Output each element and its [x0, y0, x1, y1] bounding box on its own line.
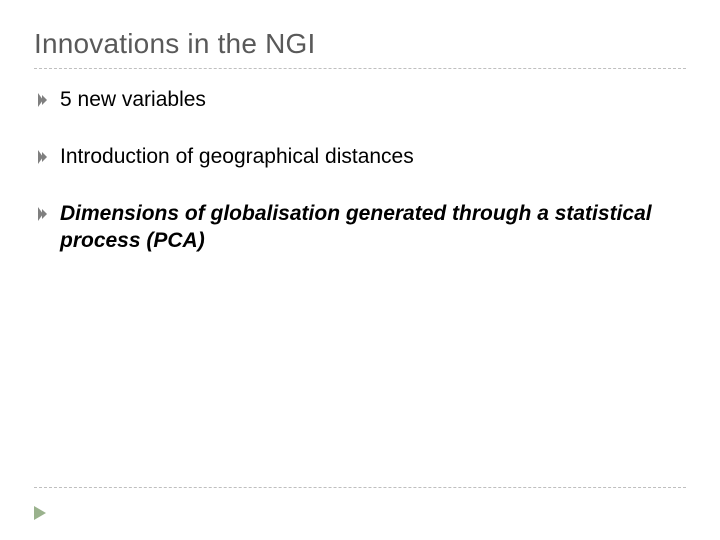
divider-top — [34, 68, 686, 69]
slide-title: Innovations in the NGI — [34, 28, 686, 60]
bullet-item: 5 new variables — [34, 87, 686, 114]
bullet-text: Introduction of geographical distances — [60, 145, 414, 168]
bullet-item: Introduction of geographical distances — [34, 144, 686, 171]
footer-triangle-icon — [34, 506, 46, 520]
bullet-arrow-icon — [36, 150, 48, 164]
bullet-arrow-icon — [36, 207, 48, 221]
divider-bottom — [34, 487, 686, 488]
bullet-item: Dimensions of globalisation generated th… — [34, 201, 686, 255]
slide: Innovations in the NGI 5 new variables I… — [0, 0, 720, 540]
bullet-text: 5 new variables — [60, 88, 206, 111]
bullet-text: Dimensions of globalisation generated th… — [60, 202, 652, 252]
bullet-arrow-icon — [36, 93, 48, 107]
bullet-list: 5 new variables Introduction of geograph… — [34, 87, 686, 255]
